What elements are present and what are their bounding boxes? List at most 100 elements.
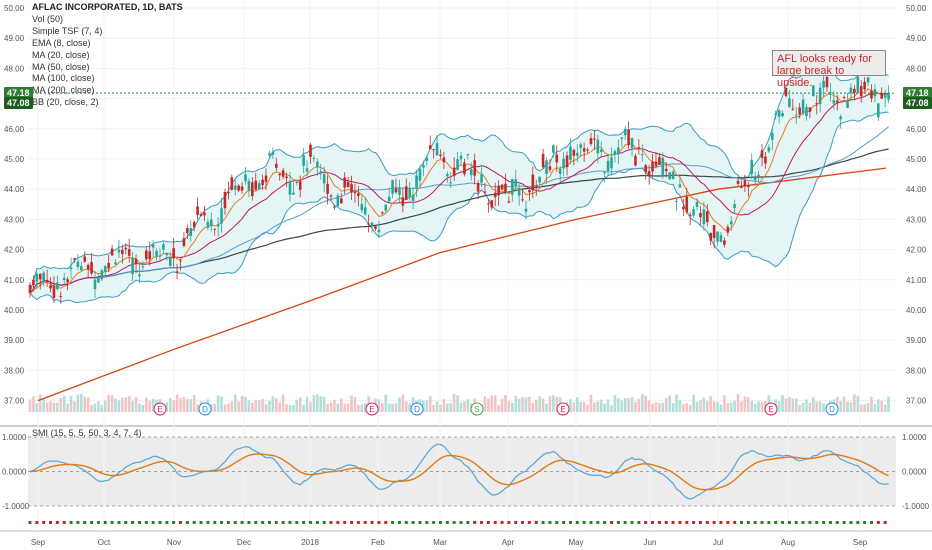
candle-body bbox=[336, 195, 340, 206]
signal-dot bbox=[370, 521, 374, 524]
volume-bar bbox=[363, 402, 367, 412]
candle-body bbox=[829, 91, 832, 93]
volume-bar bbox=[49, 401, 52, 412]
volume-bar bbox=[100, 405, 104, 412]
signal-dot bbox=[856, 521, 860, 524]
volume-bar bbox=[432, 404, 435, 412]
volume-bar bbox=[712, 401, 716, 412]
signal-dot bbox=[794, 521, 798, 524]
volume-bar bbox=[302, 405, 305, 412]
signal-dot bbox=[28, 521, 32, 524]
volume-bar bbox=[593, 402, 596, 412]
candle-body bbox=[487, 203, 490, 205]
signal-dot bbox=[534, 521, 538, 524]
volume-bar bbox=[596, 401, 600, 412]
volume-bar bbox=[86, 397, 90, 412]
volume-bar bbox=[192, 394, 196, 412]
signal-dot bbox=[329, 521, 333, 524]
price-tick-label-left: 45.00 bbox=[4, 155, 25, 164]
volume-bar bbox=[124, 397, 128, 412]
candle-body bbox=[531, 174, 535, 191]
volume-bar bbox=[127, 395, 131, 412]
volume-bar bbox=[617, 398, 620, 412]
candle-body bbox=[189, 228, 193, 236]
candle-body bbox=[661, 157, 665, 175]
volume-bar bbox=[569, 399, 572, 412]
signal-dot bbox=[213, 521, 217, 524]
volume-bar bbox=[709, 396, 713, 412]
volume-bar bbox=[52, 402, 56, 412]
candle-body bbox=[849, 87, 853, 93]
candle-body bbox=[716, 231, 719, 242]
candle-body bbox=[866, 77, 870, 83]
volume-bar bbox=[285, 404, 288, 412]
volume-bar bbox=[381, 403, 384, 412]
candle-body bbox=[278, 173, 282, 176]
signal-dot bbox=[226, 521, 230, 524]
candle-body bbox=[442, 157, 446, 163]
candlesticks bbox=[28, 66, 890, 304]
price-tick-label-left: 41.00 bbox=[4, 276, 25, 285]
volume-bar bbox=[835, 397, 839, 412]
signal-dot bbox=[90, 521, 94, 524]
candle-body bbox=[688, 214, 692, 216]
signal-dot bbox=[83, 521, 87, 524]
volume-bar bbox=[319, 396, 323, 412]
volume-bar bbox=[880, 400, 884, 412]
volume-bar bbox=[579, 402, 583, 412]
candle-body bbox=[647, 171, 651, 176]
volume-bar bbox=[805, 399, 808, 412]
volume-bar bbox=[387, 403, 391, 412]
signal-dot bbox=[418, 521, 422, 524]
signal-dot bbox=[616, 521, 620, 524]
volume-bar bbox=[541, 398, 545, 412]
volume-bar bbox=[606, 399, 610, 412]
volume-bar bbox=[743, 396, 747, 412]
smi-tick-label-left: 0.0000 bbox=[2, 468, 27, 477]
signal-dot bbox=[425, 521, 429, 524]
signal-dot bbox=[664, 521, 668, 524]
volume-bar bbox=[66, 403, 69, 412]
price-tick-label-right: 43.00 bbox=[906, 215, 927, 224]
volume-bar bbox=[548, 396, 552, 412]
volume-bar bbox=[312, 394, 316, 412]
candle-body bbox=[360, 204, 364, 211]
signal-dot bbox=[308, 521, 312, 524]
candle-body bbox=[446, 174, 449, 177]
candle-body bbox=[842, 97, 846, 99]
signal-dot bbox=[110, 521, 114, 524]
volume-bar bbox=[350, 395, 353, 412]
candle-body bbox=[664, 168, 668, 172]
volume-bar bbox=[651, 403, 654, 412]
candle-body bbox=[107, 262, 110, 269]
volume-bar bbox=[278, 402, 282, 412]
signal-dot bbox=[514, 521, 518, 524]
candle-body bbox=[545, 160, 548, 175]
price-tick-label-right: 50.00 bbox=[906, 4, 927, 13]
candle-body bbox=[798, 107, 801, 115]
candle-body bbox=[593, 138, 596, 140]
date-tick-label: Feb bbox=[371, 538, 385, 547]
signal-dot bbox=[356, 521, 360, 524]
signal-dot bbox=[391, 521, 395, 524]
signal-dot bbox=[787, 521, 791, 524]
volume-bar bbox=[83, 396, 87, 412]
signal-dot bbox=[233, 521, 237, 524]
candle-body bbox=[134, 258, 138, 265]
volume-bar bbox=[38, 394, 42, 412]
candle-body bbox=[374, 226, 377, 229]
candle-body bbox=[165, 252, 169, 256]
candle-body bbox=[216, 224, 220, 227]
volume-bar bbox=[261, 399, 264, 412]
volume-bar bbox=[394, 403, 398, 412]
candle-body bbox=[339, 198, 343, 204]
signal-dot bbox=[828, 521, 832, 524]
signal-dot bbox=[548, 521, 552, 524]
candle-body bbox=[719, 235, 723, 242]
event-marker-label: D bbox=[202, 405, 208, 414]
signal-dot bbox=[589, 521, 593, 524]
volume-bar bbox=[145, 397, 148, 412]
event-marker-circle bbox=[764, 402, 778, 416]
volume-bar bbox=[627, 398, 630, 412]
signal-dot bbox=[343, 521, 347, 524]
